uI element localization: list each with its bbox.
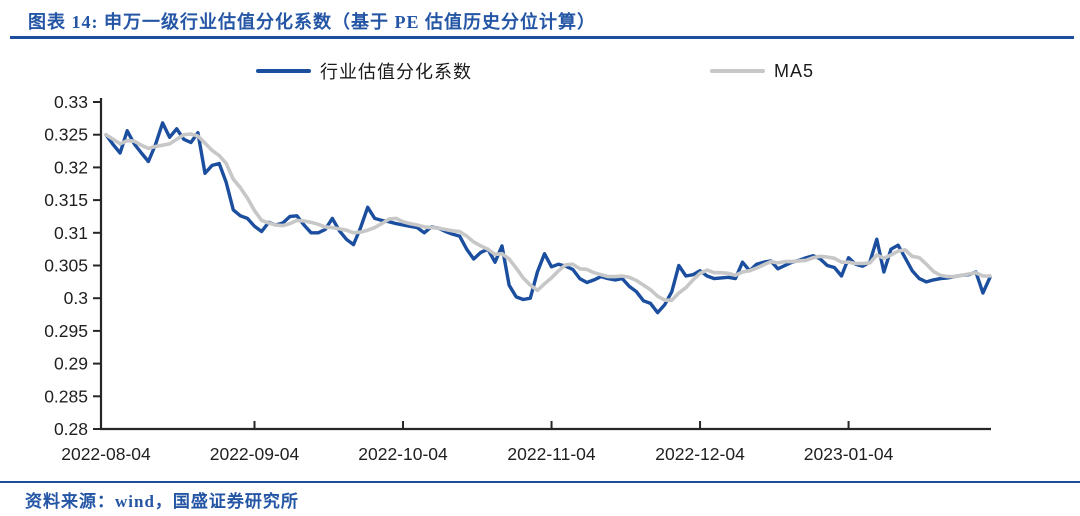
y-axis-tick-label: 0.28: [54, 419, 88, 439]
y-axis-tick-label: 0.32: [54, 157, 88, 177]
y-axis-tick-label: 0.33: [54, 92, 88, 112]
x-axis-tick-label: 2022-10-04: [358, 444, 448, 464]
y-axis-tick-label: 0.31: [54, 223, 88, 243]
x-axis-tick-label: 2022-08-04: [61, 444, 151, 464]
x-axis-tick-label: 2022-12-04: [655, 444, 745, 464]
y-axis-tick-label: 0.29: [54, 354, 88, 374]
y-axis-tick-label: 0.295: [44, 321, 88, 341]
figure-title: 图表 14: 申万一级行业估值分化系数（基于 PE 估值历史分位计算）: [28, 12, 596, 32]
legend-item-ma5: MA5: [710, 58, 814, 84]
legend-label-ma5: MA5: [774, 60, 815, 81]
y-axis-tick-label: 0.325: [44, 125, 88, 145]
y-axis-tick-label: 0.3: [64, 288, 88, 308]
footer-divider-rule: [0, 481, 1080, 483]
series-line-main: [104, 121, 992, 315]
x-axis-tick-label: 2022-11-04: [507, 444, 595, 464]
x-axis-tick-label: 2023-01-04: [804, 444, 894, 464]
legend-line-swatch-ma5: [710, 69, 765, 73]
legend-line-swatch-main: [256, 69, 311, 73]
title-divider-rule: [10, 36, 1074, 39]
legend-label-main-series: 行业估值分化系数: [320, 62, 472, 82]
series-line-ma5: [104, 132, 992, 303]
x-axis-tick-label: 2022-09-04: [210, 444, 300, 464]
legend-item-main-series: 行业估值分化系数: [256, 58, 472, 84]
y-axis-tick-label: 0.285: [44, 386, 88, 406]
y-axis-tick-label: 0.305: [44, 256, 88, 276]
y-axis-tick-label: 0.315: [44, 190, 88, 210]
source-note: 资料来源：wind，国盛证券研究所: [25, 492, 299, 511]
